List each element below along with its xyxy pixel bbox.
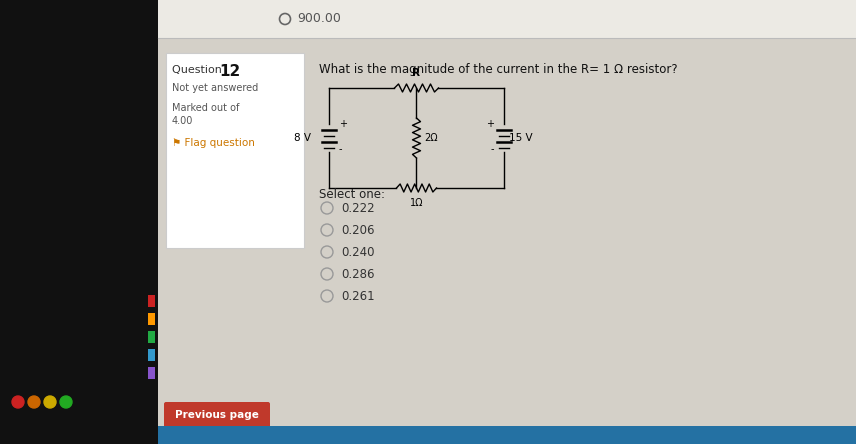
FancyBboxPatch shape	[166, 53, 304, 248]
FancyBboxPatch shape	[148, 331, 155, 343]
Text: 0.286: 0.286	[341, 267, 374, 281]
FancyBboxPatch shape	[148, 349, 155, 361]
Text: 15 V: 15 V	[509, 133, 532, 143]
FancyBboxPatch shape	[158, 38, 856, 444]
Text: 900.00: 900.00	[297, 12, 341, 25]
Text: +: +	[486, 119, 494, 129]
Text: 4.00: 4.00	[172, 116, 193, 126]
Circle shape	[44, 396, 56, 408]
Text: 0.222: 0.222	[341, 202, 375, 214]
Text: Question: Question	[172, 65, 225, 75]
Text: 12: 12	[219, 64, 241, 79]
FancyBboxPatch shape	[148, 367, 155, 379]
Text: -: -	[339, 144, 342, 154]
Text: 2Ω: 2Ω	[425, 133, 438, 143]
Text: ⚑ Flag question: ⚑ Flag question	[172, 138, 255, 148]
Text: 8 V: 8 V	[294, 133, 311, 143]
Text: R: R	[413, 68, 420, 78]
Text: Not yet answered: Not yet answered	[172, 83, 259, 93]
Circle shape	[60, 396, 72, 408]
Text: 0.206: 0.206	[341, 223, 374, 237]
FancyBboxPatch shape	[158, 0, 856, 38]
Text: 1Ω: 1Ω	[410, 198, 423, 208]
Text: 0.240: 0.240	[341, 246, 374, 258]
Text: Select one:: Select one:	[319, 188, 385, 201]
Text: +: +	[339, 119, 347, 129]
Text: Marked out of: Marked out of	[172, 103, 240, 113]
Text: Previous page: Previous page	[175, 410, 259, 420]
FancyBboxPatch shape	[148, 313, 155, 325]
Circle shape	[28, 396, 40, 408]
Text: -: -	[490, 144, 494, 154]
FancyBboxPatch shape	[0, 0, 158, 444]
Text: 0.261: 0.261	[341, 289, 375, 302]
FancyBboxPatch shape	[164, 402, 270, 428]
Text: What is the magnitude of the current in the R= 1 Ω resistor?: What is the magnitude of the current in …	[319, 63, 678, 76]
FancyBboxPatch shape	[148, 295, 155, 307]
FancyBboxPatch shape	[158, 426, 856, 444]
Circle shape	[12, 396, 24, 408]
